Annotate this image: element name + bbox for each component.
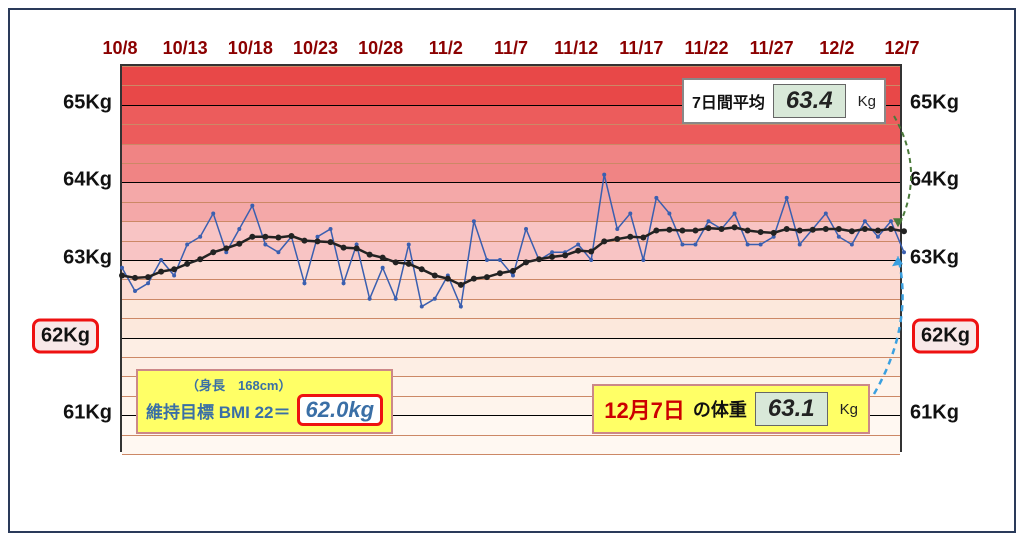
bmi-height: （身長 168cm） (186, 375, 383, 394)
ylabel-left: 65Kg (32, 91, 112, 114)
ylabel-right: 64Kg (910, 169, 990, 192)
ylabel-left: 64Kg (32, 169, 112, 192)
xlabel: 11/17 (619, 38, 663, 59)
xlabel: 11/27 (750, 38, 794, 59)
bmi-text: 維持目標 BMI 22＝ (146, 398, 291, 423)
today-label: の体重 (693, 396, 747, 422)
today-value: 63.1 (755, 392, 828, 426)
xlabel: 11/2 (429, 38, 463, 59)
xlabel: 12/7 (884, 38, 919, 59)
avg-unit: Kg (858, 93, 876, 110)
ylabel-right: 63Kg (910, 247, 990, 270)
ylabel-left: 61Kg (32, 402, 112, 425)
avg-label: 7日間平均 (692, 89, 765, 113)
ylabel-highlight-right: 62Kg (912, 318, 979, 353)
avg-value: 63.4 (773, 84, 846, 118)
today-date: 12月7日 (604, 393, 685, 425)
xlabel: 10/13 (163, 38, 208, 59)
xlabel: 10/23 (293, 38, 338, 59)
bmi-callout: （身長 168cm） 維持目標 BMI 22＝ 62.0kg (136, 369, 393, 434)
xlabel: 11/22 (684, 38, 728, 59)
ylabel-left: 63Kg (32, 247, 112, 270)
chart-frame: 10/8 10/13 10/18 10/23 10/28 11/2 11/7 11/12 11/… (8, 8, 1016, 533)
bmi-value: 62.0kg (297, 394, 384, 426)
ylabel-highlight-left: 62Kg (32, 318, 99, 353)
xlabel: 10/18 (228, 38, 273, 59)
today-unit: Kg (840, 401, 858, 418)
avg-callout: 7日間平均 63.4 Kg (682, 78, 886, 124)
xlabel: 12/2 (819, 38, 854, 59)
today-callout: 12月7日 の体重 63.1 Kg (592, 384, 870, 434)
xlabel: 11/12 (554, 38, 598, 59)
xlabel: 10/28 (358, 38, 403, 59)
ylabel-right: 65Kg (910, 91, 990, 114)
xlabel: 11/7 (494, 38, 528, 59)
plot-area: 7日間平均 63.4 Kg （身長 168cm） 維持目標 BMI 22＝ 62… (120, 64, 902, 452)
xlabel: 10/8 (102, 38, 137, 59)
ylabel-right: 61Kg (910, 402, 990, 425)
